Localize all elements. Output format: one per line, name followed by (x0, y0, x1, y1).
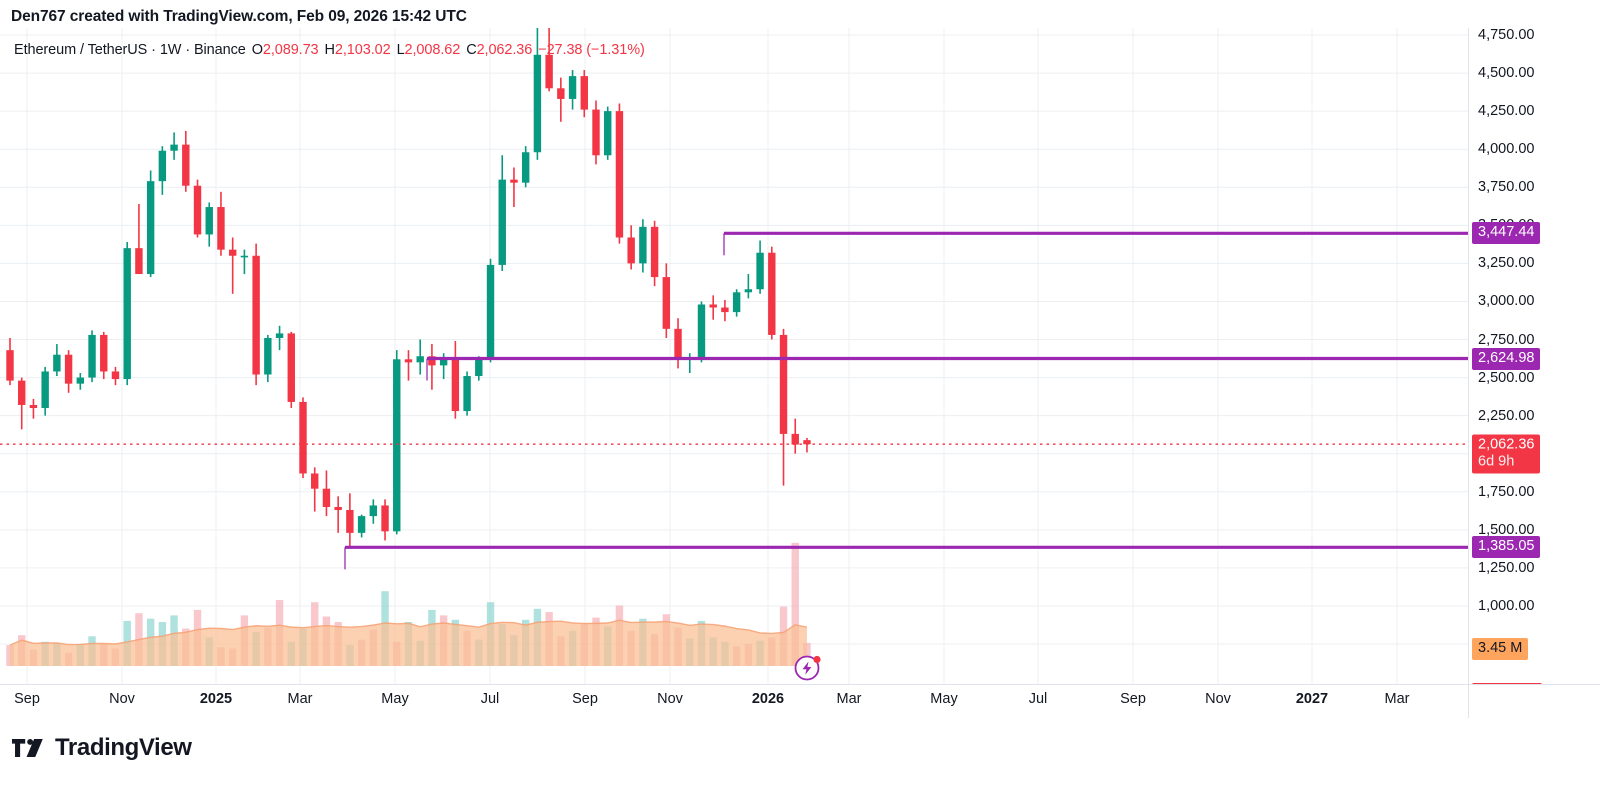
price-tick-label: 4,250.00 (1478, 103, 1535, 120)
legend-low-key: L (396, 42, 405, 58)
time-tick-label: Jul (1028, 691, 1048, 707)
time-tick-label: Mar (1384, 691, 1410, 707)
price-badge-resistance-mid[interactable]: 2,624.98 (1472, 347, 1541, 370)
time-axis[interactable]: Sep Nov 2025 Mar May Jul Sep Nov 2026 Mar May Jul Se… (0, 684, 1468, 718)
time-tick-label: Nov (1205, 691, 1231, 707)
price-tick-label: 3,000.00 (1478, 293, 1535, 310)
price-axis[interactable]: 4,750.00 4,500.00 4,250.00 4,000.00 3,750.00… (1468, 27, 1600, 705)
price-tick-label: 3,750.00 (1478, 179, 1535, 196)
legend-interval[interactable]: 1W (159, 42, 182, 58)
legend-open-key: O (251, 42, 263, 58)
price-tick-label: 2,750.00 (1478, 331, 1535, 348)
time-tick-label: Jul (480, 691, 500, 707)
time-tick-label: Nov (109, 691, 135, 707)
legend-close-value: 2,062.36 (476, 42, 533, 58)
price-tick-label: 4,000.00 (1478, 141, 1535, 158)
price-tick-label: 2,250.00 (1478, 407, 1535, 424)
price-tick-label: 1,500.00 (1478, 521, 1535, 538)
time-tick-label: 2027 (1295, 691, 1329, 707)
time-tick-label: Mar (836, 691, 862, 707)
time-tick-label: May (930, 691, 958, 707)
time-tick-label: Mar (287, 691, 313, 707)
price-badge-last-price-countdown: 6d 9h (1478, 453, 1515, 470)
price-badge-last-price[interactable]: 2,062.36 6d 9h (1472, 434, 1541, 474)
legend-change-value: −27.38 (−1.31%) (538, 42, 645, 58)
tradingview-mark-icon (12, 739, 43, 757)
tradingview-logo: TradingView (12, 734, 192, 762)
legend-close-key: C (466, 42, 477, 58)
price-tick-label: 3,250.00 (1478, 255, 1535, 272)
price-tick-label: 1,750.00 (1478, 483, 1535, 500)
time-tick-label: Sep (1120, 691, 1146, 707)
time-tick-label: Nov (657, 691, 683, 707)
price-tick-label: 1,000.00 (1478, 597, 1535, 614)
time-tick-label: 2025 (199, 691, 233, 707)
time-tick-label: Sep (572, 691, 598, 707)
lightning-alert-icon[interactable] (793, 652, 823, 682)
legend-open-value: 2,089.73 (262, 42, 319, 58)
time-tick-label: Sep (14, 691, 40, 707)
price-badge-volume-ma[interactable]: 3.45 M (1472, 638, 1529, 660)
legend-low-value: 2,008.62 (404, 42, 461, 58)
tradingview-logo-text: TradingView (55, 734, 192, 761)
candlestick-plot (0, 28, 1468, 684)
price-badge-support-lower[interactable]: 1,385.05 (1472, 536, 1541, 559)
chart-legend: Ethereum / TetherUS · 1W · Binance O2,089… (14, 42, 645, 58)
legend-high-key: H (324, 42, 335, 58)
price-tick-label: 4,750.00 (1478, 27, 1535, 43)
time-axis-corner (1468, 684, 1600, 718)
price-tick-label: 1,250.00 (1478, 559, 1535, 576)
legend-high-value: 2,103.02 (334, 42, 391, 58)
time-tick-label: May (381, 691, 409, 707)
chart-plot-area[interactable] (0, 28, 1468, 684)
legend-exchange[interactable]: Binance (193, 42, 246, 58)
price-tick-label: 4,500.00 (1478, 65, 1535, 82)
legend-symbol[interactable]: Ethereum / TetherUS (14, 42, 148, 58)
attribution-text: Den767 created with TradingView.com, Feb… (11, 8, 467, 25)
price-badge-resistance-upper[interactable]: 3,447.44 (1472, 222, 1541, 245)
time-tick-label: 2026 (751, 691, 785, 707)
price-tick-label: 2,500.00 (1478, 369, 1535, 386)
